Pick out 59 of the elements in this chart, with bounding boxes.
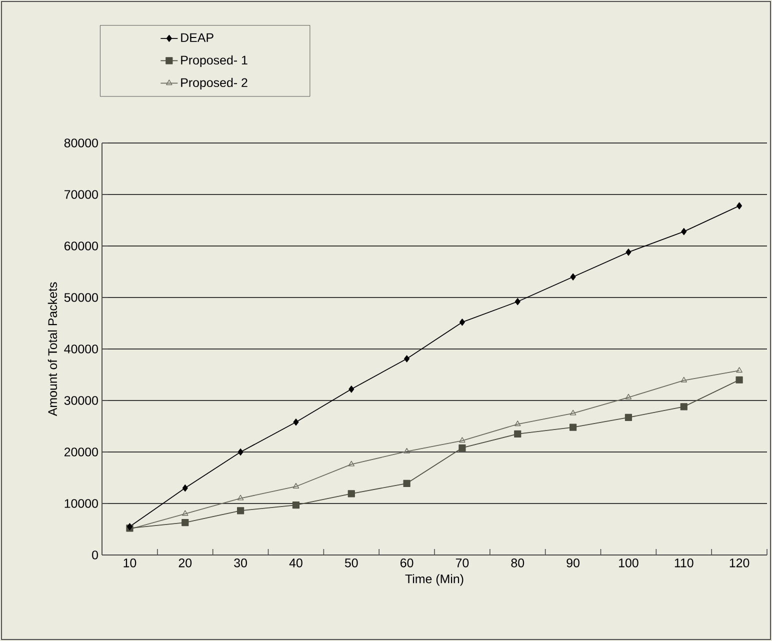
point (348, 490, 355, 498)
x-tick-label: 120 (730, 558, 750, 568)
legend-label: DEAP (181, 33, 214, 42)
x-tick-label: 100 (619, 558, 638, 568)
point (348, 386, 354, 393)
point (680, 403, 688, 410)
y-tick-label: 30000 (64, 396, 98, 405)
point (459, 318, 465, 326)
point (680, 376, 688, 382)
point (182, 484, 188, 492)
point (570, 273, 576, 280)
point (736, 376, 743, 384)
x-axis-title: Time (Min) (405, 574, 464, 586)
point (681, 228, 687, 236)
point (459, 437, 466, 443)
point (625, 394, 632, 400)
y-axis-title: Amount of Total Packets (48, 282, 58, 416)
point (238, 448, 244, 456)
point (624, 414, 632, 422)
y-tick-label: 60000 (64, 242, 98, 250)
point (514, 430, 522, 438)
y-tick-label: 20000 (64, 448, 98, 456)
point (736, 202, 742, 210)
x-tick-label: 50 (344, 558, 358, 568)
x-tick-label: 80 (511, 558, 524, 568)
x-tick-label: 40 (289, 558, 302, 568)
y-tick-label: 80000 (64, 138, 98, 148)
y-tick-label: 0 (92, 550, 98, 560)
x-tick-label: 10 (124, 558, 136, 568)
point (570, 424, 577, 431)
y-tick-label: 40000 (64, 344, 98, 354)
x-tick-label: 60 (400, 558, 414, 568)
y-tick-label: 70000 (64, 190, 98, 199)
legend-label: Proposed- 2 (181, 78, 248, 90)
point (237, 494, 244, 500)
point (514, 298, 520, 306)
point (182, 510, 188, 516)
point (293, 418, 299, 426)
y-tick-label: 50000 (64, 293, 98, 302)
point (404, 355, 410, 362)
x-tick-label: 30 (234, 558, 247, 568)
point (458, 444, 466, 452)
point (292, 501, 300, 509)
point (237, 507, 244, 514)
point (292, 482, 300, 488)
x-tick-label: 90 (566, 558, 580, 568)
point (736, 367, 742, 373)
x-tick-label: 70 (456, 558, 469, 568)
point (403, 480, 410, 487)
point (182, 518, 189, 526)
point (348, 460, 355, 466)
x-tick-label: 20 (178, 558, 192, 568)
point (570, 410, 576, 416)
legend-label: Proposed- 1 (181, 55, 248, 68)
point (626, 248, 632, 256)
x-tick-label: 110 (674, 558, 694, 568)
point (404, 448, 410, 454)
point (514, 420, 521, 426)
y-tick-label: 10000 (64, 499, 98, 508)
